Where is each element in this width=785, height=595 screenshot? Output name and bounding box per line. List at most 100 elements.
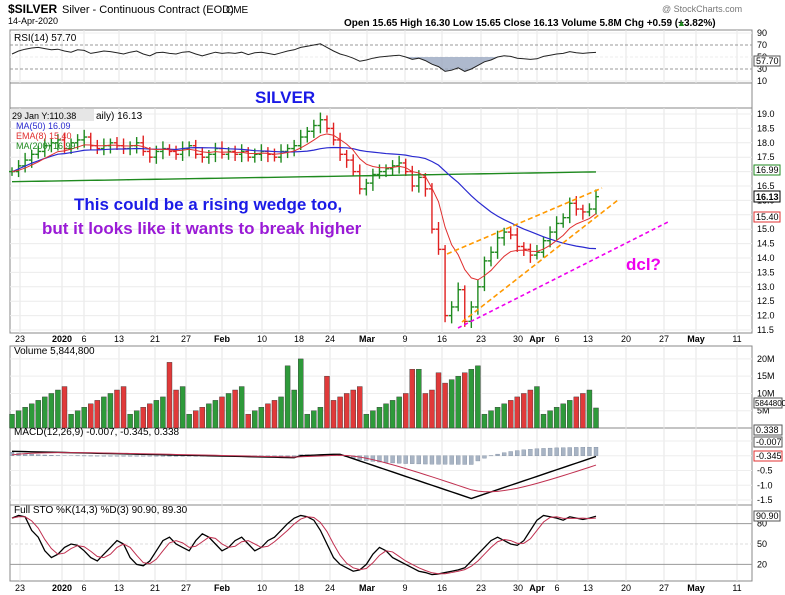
volume-bar (376, 407, 383, 429)
macd-tick-label: -0.5 (757, 466, 773, 476)
xaxis-tick-label-bottom: 27 (181, 583, 191, 593)
volume-bar (22, 407, 28, 429)
macd-hist-bar (134, 455, 139, 457)
macd-hist-bar (370, 455, 376, 462)
volume-bar (553, 407, 560, 429)
exchange: CME (226, 5, 249, 16)
macd-hist-bar (580, 447, 586, 456)
ema8-tag-box (753, 211, 781, 223)
symbol: $SILVER (8, 2, 57, 16)
volume-bar (35, 400, 41, 429)
volume-bar (42, 396, 48, 429)
volume-bar (416, 369, 422, 429)
xaxis-tick-label-bottom: 16 (437, 583, 447, 593)
vol-tick-label: 20M (757, 354, 775, 364)
annotation-line2: but it looks like it wants to break high… (42, 219, 362, 238)
macd-hist-bar (462, 455, 467, 465)
wedge-lower-line (461, 199, 619, 323)
macd-hist-bar (410, 455, 415, 464)
xaxis-tick-label-bottom: 13 (583, 583, 593, 593)
legend-ma50: MA(50) 16.09 (16, 121, 71, 131)
volume-bar (370, 410, 376, 429)
volume-bar (593, 407, 599, 429)
instrument-name: Silver - Continuous Contract (EOD) (62, 4, 234, 16)
legend-ma200: MA(200) 16.99 (16, 141, 76, 151)
volume-bar (337, 396, 343, 429)
volume-bar (422, 393, 429, 429)
xaxis-tick-label: 18 (294, 334, 304, 344)
xaxis-tick-label: 11 (732, 334, 741, 344)
macd-hist-bar (403, 455, 408, 464)
volume-bar (291, 389, 297, 429)
ma50-line (11, 146, 597, 250)
ma200-line (11, 171, 597, 183)
xaxis-tick-label: Mar (359, 334, 376, 344)
xaxis-tick-label: 23 (476, 334, 486, 344)
price-tick-label: 19.0 (757, 109, 775, 119)
volume-bar (278, 396, 284, 429)
volume-bar (317, 407, 324, 429)
macd-hist-bar (574, 447, 579, 456)
macd-hist-bar (36, 454, 41, 456)
volume-bar (403, 393, 409, 429)
price-tick-label: 14.5 (757, 239, 775, 249)
macd-hist-bar (396, 455, 402, 464)
xaxis-tick-label-bottom: Mar (359, 583, 376, 593)
volume-bar (252, 410, 258, 429)
volume-bar (304, 413, 310, 429)
volume-bar (573, 396, 580, 429)
tooltip-text: 29 Jan Y:110.38 (12, 111, 76, 121)
sto-last-tag: 90.90 (756, 511, 779, 521)
volume-bar (350, 389, 356, 429)
watermark: @ StockCharts.com (662, 4, 742, 14)
macd-signal-line (11, 452, 597, 493)
macd-hist-bar (160, 455, 166, 457)
wedge-upper-line (446, 187, 603, 255)
volume-bar (521, 393, 527, 429)
volume-bar (396, 396, 402, 429)
xaxis-tick-label-bottom: 9 (402, 583, 407, 593)
volume-bar (265, 403, 271, 429)
tooltip-tail: aily) 16.13 (96, 111, 143, 122)
volume-bar (271, 400, 278, 429)
volume-bar (468, 369, 475, 429)
sto-tag-box (753, 510, 781, 522)
volume-bar (534, 386, 540, 429)
volume-bar (9, 413, 15, 429)
volume-bar (193, 410, 199, 429)
volume-bar (455, 375, 461, 429)
macd-tag1-box (753, 424, 783, 436)
xaxis-tick-label-bottom: 6 (554, 583, 559, 593)
vol-last-tag: 5844800 (755, 399, 785, 408)
volume-bar (383, 403, 389, 429)
price-tick-label: 16.5 (757, 181, 775, 191)
volume-bar (68, 413, 74, 429)
volume-bar (527, 389, 534, 429)
xaxis-tick-label: 9 (402, 334, 407, 344)
price-layer (9, 43, 669, 329)
macd-tag2-box (753, 436, 783, 448)
volume-bar (127, 413, 133, 429)
macd-hist-bar (29, 454, 34, 456)
price-tick-label: 17.5 (757, 152, 775, 162)
macd-hist-bar (42, 454, 47, 456)
macd-hist-bar (475, 455, 481, 462)
sto-d-line (11, 516, 597, 575)
xaxis-tick-label: 10 (257, 334, 267, 344)
macd-hist-bar (390, 455, 395, 464)
xaxis-tick-label: 13 (114, 334, 124, 344)
volume-bar (330, 400, 337, 429)
volume-bar (324, 375, 330, 429)
xaxis-tick-label-bottom: 18 (294, 583, 304, 593)
xaxis-tick-label-bottom: 20 (621, 583, 631, 593)
macd-hist-bar (377, 455, 382, 463)
volume-bar (232, 389, 238, 429)
price-tick-label: 13.0 (757, 282, 775, 292)
macd-hist-bar (292, 455, 297, 457)
macd-hist-bar (593, 447, 599, 456)
sto-tick-label: 80 (757, 519, 767, 529)
volume-bar (442, 382, 448, 429)
xaxis-tick-label: 2020 (52, 334, 72, 344)
macd-hist-bar (554, 447, 559, 456)
volume-bar (88, 403, 94, 429)
